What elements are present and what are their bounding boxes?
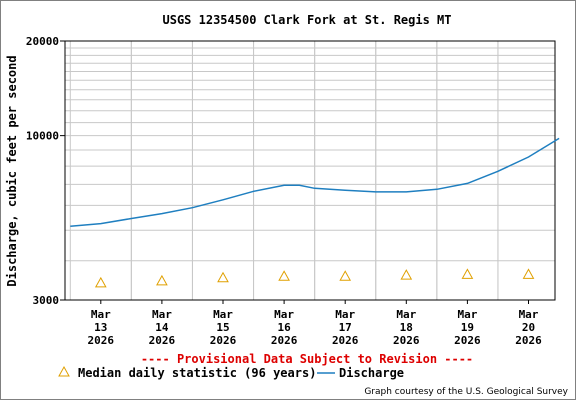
median-marker — [461, 268, 474, 279]
legend-median-icon — [58, 365, 70, 377]
y-tick-label: 20000 — [26, 35, 59, 48]
chart-title: USGS 12354500 Clark Fork at St. Regis MT — [163, 13, 452, 27]
legend-discharge-label: Discharge — [339, 366, 404, 380]
x-tick-label: 2026 — [271, 334, 298, 347]
median-marker — [156, 274, 168, 286]
x-tick-label: Mar — [274, 308, 294, 321]
x-tick-label: Mar — [152, 308, 172, 321]
median-marker — [339, 270, 352, 281]
x-tick-label: 15 — [216, 321, 229, 334]
x-tick-label: 2026 — [393, 334, 420, 347]
median-marker — [400, 269, 413, 280]
x-ticks: Mar132026Mar142026Mar152026Mar162026Mar1… — [88, 300, 542, 347]
x-tick-label: 19 — [461, 321, 474, 334]
legend: Median daily statistic (96 years) Discha… — [58, 365, 404, 380]
x-tick-label: 14 — [155, 321, 169, 334]
x-tick-label: 2026 — [210, 334, 237, 347]
y-ticks: 20000 10000 3000 — [26, 35, 65, 307]
credit-text: Graph courtesy of the U.S. Geological Su… — [364, 387, 568, 397]
x-tick-label: 16 — [277, 321, 291, 334]
provisional-notice: ---- Provisional Data Subject to Revisio… — [141, 352, 473, 366]
x-tick-label: 2026 — [332, 334, 359, 347]
x-tick-label: Mar — [213, 308, 233, 321]
x-tick-label: 18 — [400, 321, 413, 334]
legend-median-label: Median daily statistic (96 years) — [78, 366, 316, 380]
x-tick-label: 2026 — [88, 334, 115, 347]
grid — [65, 41, 555, 300]
x-tick-label: 17 — [339, 321, 352, 334]
y-tick-label: 10000 — [26, 130, 59, 143]
y-axis-label: Discharge, cubic feet per second — [5, 55, 19, 286]
x-tick-label: Mar — [457, 308, 477, 321]
median-marker — [94, 276, 107, 288]
median-marker — [217, 271, 229, 283]
plot-frame — [64, 40, 556, 301]
median-markers — [94, 268, 535, 288]
median-marker — [522, 268, 535, 279]
x-tick-label: 2026 — [515, 334, 542, 347]
x-tick-label: Mar — [91, 308, 111, 321]
x-tick-label: 2026 — [454, 334, 481, 347]
x-tick-label: Mar — [396, 308, 416, 321]
x-tick-label: 2026 — [149, 334, 176, 347]
x-tick-label: Mar — [335, 308, 355, 321]
discharge-line — [70, 137, 560, 227]
median-marker — [278, 270, 290, 281]
x-tick-label: Mar — [519, 308, 539, 321]
y-tick-label: 3000 — [33, 294, 60, 307]
x-tick-label: 20 — [522, 321, 535, 334]
x-tick-label: 13 — [94, 321, 107, 334]
